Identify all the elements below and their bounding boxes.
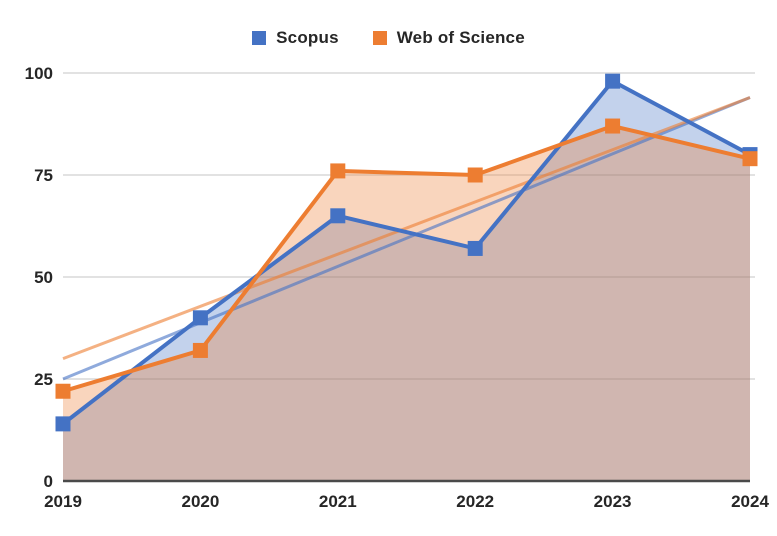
legend-item-scopus: Scopus <box>252 28 339 48</box>
y-tick-label-100: 100 <box>25 64 53 83</box>
x-axis-label-2021: 2021 <box>319 492 357 511</box>
y-tick-label-50: 50 <box>34 268 53 287</box>
x-axis-label-2023: 2023 <box>594 492 632 511</box>
legend-label-scopus: Scopus <box>276 28 339 47</box>
chart-legend: Scopus Web of Science <box>0 28 777 48</box>
y-tick-label-0: 0 <box>44 472 53 491</box>
web-of-science-swatch-icon <box>372 31 387 45</box>
web-of-science-area <box>63 126 750 481</box>
x-axis-label-2024: 2024 <box>731 492 769 511</box>
scopus-marker-2022 <box>467 240 483 256</box>
web-of-science-marker-2023 <box>605 118 621 134</box>
scopus-trendline <box>62 96 751 381</box>
scopus-line <box>61 78 751 426</box>
x-axis-label-2020: 2020 <box>181 492 219 511</box>
scopus-swatch-icon <box>252 31 267 45</box>
web-of-science-marker-2019 <box>55 383 71 399</box>
legend-label-web-of-science: Web of Science <box>396 28 525 47</box>
web-of-science-marker-2021 <box>330 163 346 179</box>
scopus-marker-2023 <box>605 73 621 89</box>
scopus-marker-2019 <box>55 416 71 432</box>
scopus-marker-2020 <box>192 310 208 326</box>
y-tick-label-25: 25 <box>34 370 53 389</box>
scopus-marker-2021 <box>330 208 346 224</box>
web-of-science-marker-2022 <box>467 167 483 183</box>
legend-item-web-of-science: Web of Science <box>372 28 525 48</box>
x-axis-label-2022: 2022 <box>456 492 494 511</box>
web-of-science-marker-2020 <box>192 342 208 358</box>
web-of-science-line <box>62 123 751 394</box>
y-tick-label-75: 75 <box>34 166 53 185</box>
x-axis-label-2019: 2019 <box>44 492 82 511</box>
web-of-science-trendline <box>62 96 751 361</box>
web-of-science-marker-2024 <box>742 151 758 167</box>
scopus-area <box>63 81 750 481</box>
